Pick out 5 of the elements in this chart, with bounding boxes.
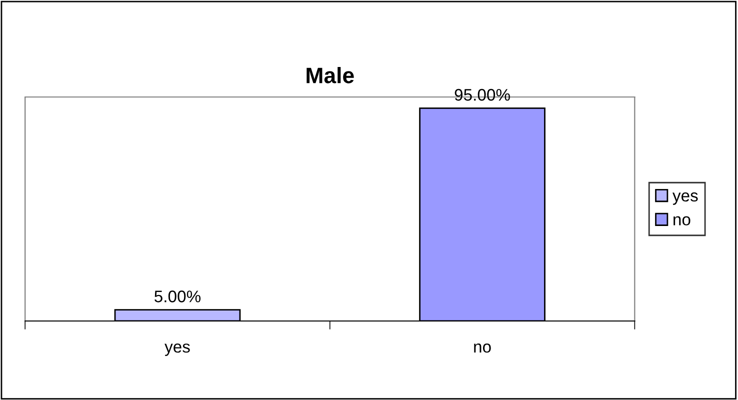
chart-title: Male	[306, 67, 354, 84]
legend-label: yes	[672, 192, 698, 205]
data-label: 5.00%	[154, 290, 201, 302]
data-label: 95.00%	[454, 88, 510, 101]
legend-label: no	[674, 216, 690, 226]
